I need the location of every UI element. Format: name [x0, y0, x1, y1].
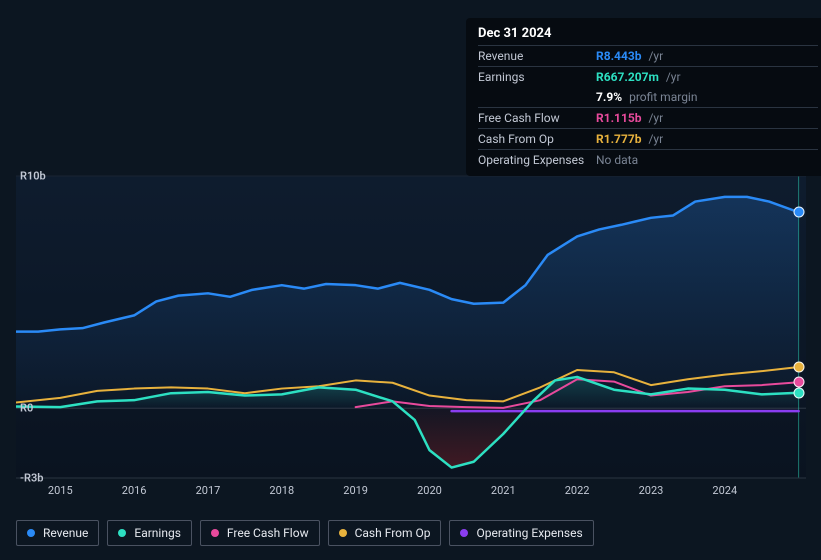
- legend-swatch: [460, 529, 468, 537]
- tooltip-row-value: R1.115b /yr: [596, 111, 663, 125]
- tooltip-row-label: Free Cash Flow: [478, 111, 596, 125]
- x-axis-label: 2017: [196, 484, 221, 497]
- x-axis-label: 2021: [491, 484, 516, 497]
- legend-item-earnings[interactable]: Earnings: [107, 520, 192, 546]
- series-endpoint-revenue: [793, 207, 804, 218]
- tooltip-row-value: 7.9% profit margin: [596, 90, 697, 104]
- legend-swatch: [27, 529, 35, 537]
- tooltip-row-value: R8.443b /yr: [596, 49, 663, 63]
- legend-item-free-cash-flow[interactable]: Free Cash Flow: [200, 520, 320, 546]
- legend-label: Operating Expenses: [476, 526, 582, 540]
- x-axis: 2015 2016 2017 2018 2019 2020 2021 2022 2023 2024: [16, 484, 806, 504]
- legend-swatch: [118, 529, 126, 537]
- legend-item-cash-from-op[interactable]: Cash From Op: [328, 520, 442, 546]
- series-endpoint-earnings: [793, 387, 804, 398]
- x-axis-label: 2015: [48, 484, 73, 497]
- financials-chart[interactable]: [16, 148, 806, 508]
- legend-swatch: [211, 529, 219, 537]
- tooltip-row-unit: /yr: [663, 70, 681, 84]
- x-axis-label: 2019: [343, 484, 368, 497]
- legend-label: Cash From Op: [355, 526, 431, 540]
- y-axis-label: R10b: [20, 170, 46, 183]
- series-endpoint-cash-from-op: [793, 361, 804, 372]
- tooltip-row-unit: /yr: [645, 49, 663, 63]
- tooltip-row-unit: profit margin: [626, 90, 697, 104]
- tooltip-row-value: R1.777b /yr: [596, 132, 663, 146]
- tooltip-date: Dec 31 2024: [478, 26, 818, 45]
- tooltip-row-label: Operating Expenses: [478, 153, 596, 167]
- tooltip-row-label: Earnings: [478, 70, 596, 84]
- chart-tooltip: Dec 31 2024 RevenueR8.443b /yrEarningsR6…: [466, 18, 821, 176]
- legend-item-operating-expenses[interactable]: Operating Expenses: [449, 520, 593, 546]
- tooltip-row-value: No data: [596, 153, 638, 167]
- legend-label: Revenue: [43, 526, 88, 540]
- tooltip-row: EarningsR667.207m /yr: [478, 66, 818, 87]
- series-endpoint-free-cash-flow: [793, 377, 804, 388]
- legend-item-revenue[interactable]: Revenue: [16, 520, 99, 546]
- tooltip-row-unit: /yr: [645, 111, 663, 125]
- chart-legend: Revenue Earnings Free Cash Flow Cash From O…: [16, 520, 594, 546]
- x-axis-label: 2020: [417, 484, 442, 497]
- y-axis-label: -R3b: [20, 472, 44, 485]
- x-axis-label: 2016: [122, 484, 147, 497]
- y-axis-label: R0: [20, 402, 33, 415]
- tooltip-row-value: R667.207m /yr: [596, 70, 681, 84]
- tooltip-row-label: Cash From Op: [478, 132, 596, 146]
- legend-swatch: [339, 529, 347, 537]
- tooltip-row: Operating ExpensesNo data: [478, 149, 818, 170]
- x-axis-label: 2023: [639, 484, 664, 497]
- legend-label: Free Cash Flow: [227, 526, 309, 540]
- x-axis-label: 2022: [565, 484, 590, 497]
- legend-label: Earnings: [134, 526, 181, 540]
- tooltip-row-unit: /yr: [645, 132, 663, 146]
- tooltip-row: Cash From OpR1.777b /yr: [478, 128, 818, 149]
- x-axis-label: 2024: [712, 484, 737, 497]
- tooltip-row: 7.9% profit margin: [478, 87, 818, 107]
- tooltip-row: RevenueR8.443b /yr: [478, 45, 818, 66]
- tooltip-row-label: Revenue: [478, 49, 596, 63]
- x-axis-label: 2018: [269, 484, 294, 497]
- tooltip-row: Free Cash FlowR1.115b /yr: [478, 107, 818, 128]
- chart-svg: [16, 148, 806, 508]
